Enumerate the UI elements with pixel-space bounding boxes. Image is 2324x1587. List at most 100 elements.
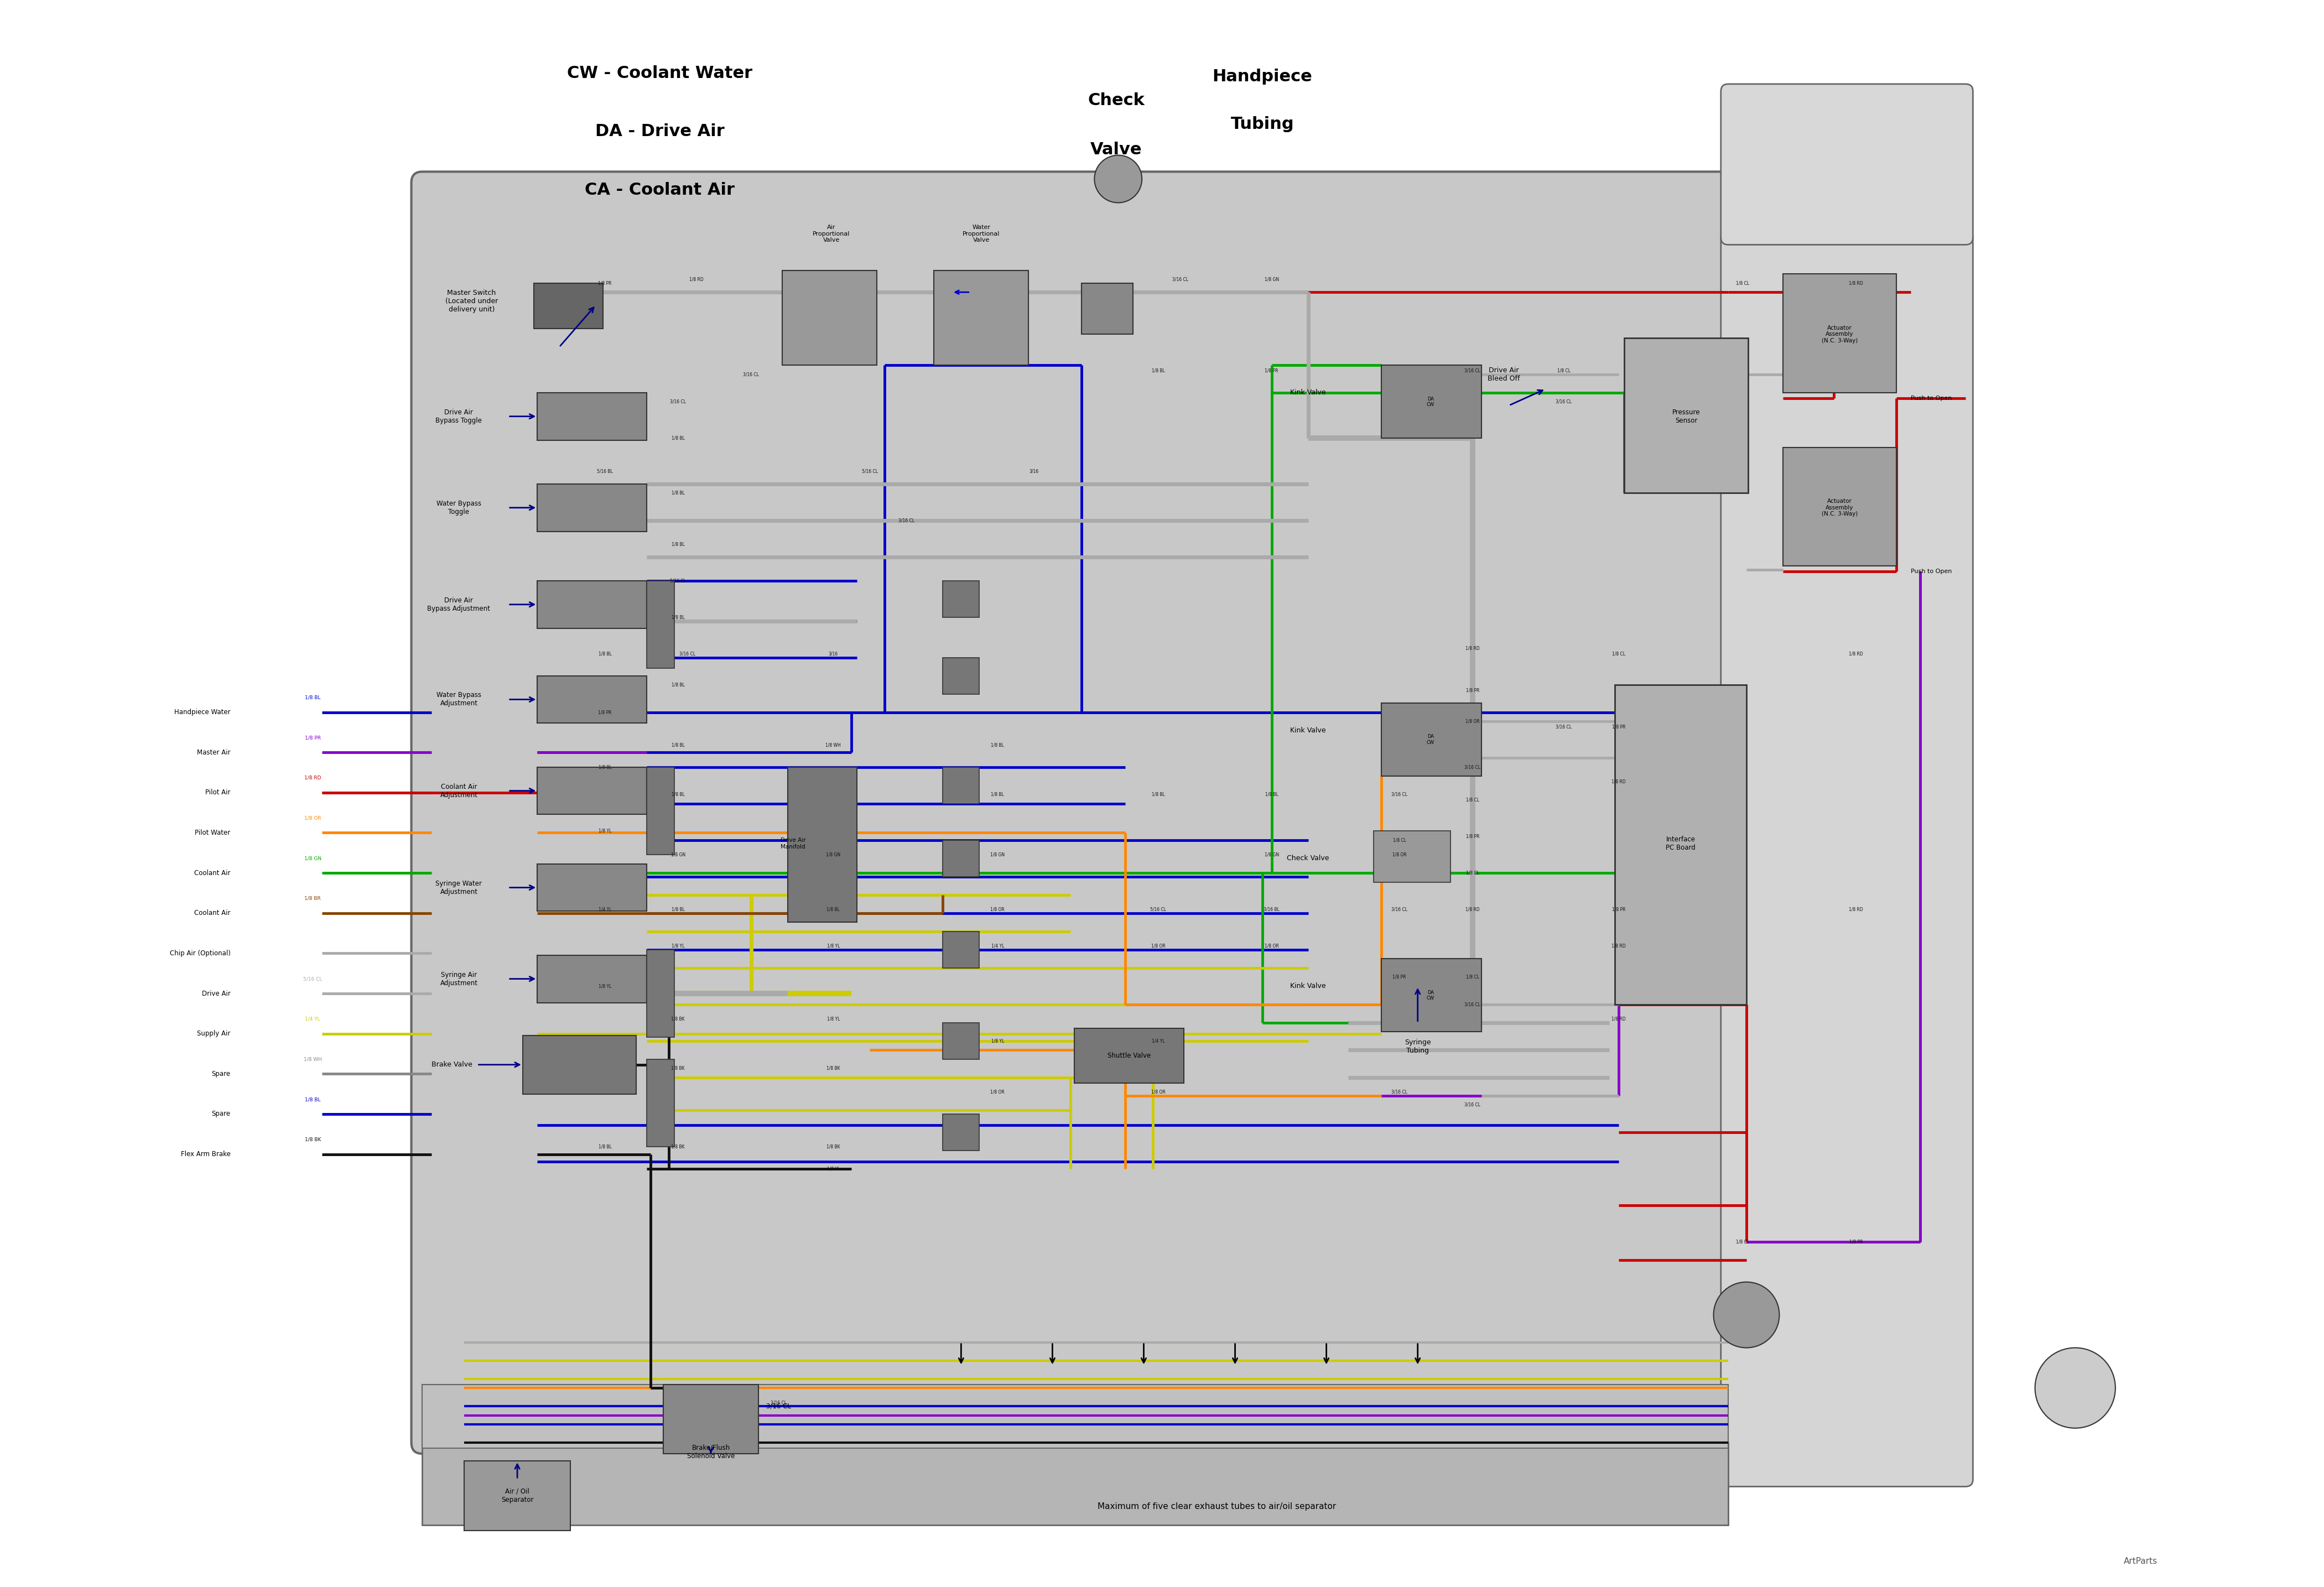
- Bar: [646, 949, 674, 1038]
- Bar: [646, 767, 674, 855]
- Text: Kink Valve: Kink Valve: [1290, 982, 1327, 990]
- Bar: [537, 676, 646, 724]
- Text: 1/8 OR: 1/8 OR: [1150, 1090, 1164, 1095]
- Circle shape: [1095, 156, 1141, 203]
- Text: Push to Open: Push to Open: [1910, 568, 1952, 574]
- Text: Handpiece Water: Handpiece Water: [174, 709, 230, 716]
- Text: 1/8 BL: 1/8 BL: [1153, 792, 1164, 797]
- Text: 1/8 BK: 1/8 BK: [672, 1066, 686, 1071]
- Text: 1/8 RD: 1/8 RD: [1850, 908, 1864, 913]
- Bar: [788, 767, 858, 922]
- Text: Syringe Water
Adjustment: Syringe Water Adjustment: [435, 879, 481, 895]
- Text: 1/8 BK: 1/8 BK: [827, 1144, 839, 1149]
- Text: Kink Valve: Kink Valve: [1290, 389, 1327, 397]
- Text: 1/4 YL: 1/4 YL: [304, 1017, 321, 1022]
- Text: 1/8 RD: 1/8 RD: [1850, 651, 1864, 657]
- Bar: [423, 1443, 1729, 1525]
- Text: 3/16: 3/16: [1030, 468, 1039, 473]
- Text: 1/8 BL: 1/8 BL: [672, 490, 686, 495]
- Text: 1/8 BL: 1/8 BL: [1264, 792, 1278, 797]
- Text: 3/16 CL: 3/16 CL: [1464, 1103, 1480, 1108]
- Text: 1/8 PR: 1/8 PR: [1466, 687, 1480, 694]
- Text: 5/16 CL: 5/16 CL: [669, 578, 686, 584]
- Text: 1/8 OR: 1/8 OR: [1392, 852, 1406, 857]
- Text: Spare: Spare: [211, 1070, 230, 1078]
- Text: 3/16 CL: 3/16 CL: [1171, 276, 1188, 282]
- Text: Coolant Air: Coolant Air: [195, 909, 230, 917]
- Text: 1/8 OR: 1/8 OR: [304, 816, 321, 820]
- Bar: [537, 392, 646, 440]
- FancyBboxPatch shape: [1720, 84, 1973, 244]
- Text: 1/8 PR: 1/8 PR: [1264, 368, 1278, 373]
- Bar: [934, 270, 1030, 365]
- Text: Interface
PC Board: Interface PC Board: [1666, 836, 1697, 852]
- Text: 1/8 BL: 1/8 BL: [990, 743, 1004, 747]
- Text: 1/8 YL: 1/8 YL: [672, 944, 686, 949]
- Text: 1/8 CL: 1/8 CL: [1557, 368, 1571, 373]
- Bar: [535, 282, 604, 329]
- Text: 1/8 CL: 1/8 CL: [1736, 1239, 1750, 1244]
- Text: 1/8 BL: 1/8 BL: [672, 743, 686, 747]
- Text: Brake/Flush
Solenoid Valve: Brake/Flush Solenoid Valve: [688, 1444, 734, 1460]
- Text: 1/8 RD: 1/8 RD: [1611, 779, 1627, 784]
- Text: 1/8 PR: 1/8 PR: [597, 709, 611, 714]
- Bar: [944, 840, 978, 876]
- Text: Drive Air
Bypass Toggle: Drive Air Bypass Toggle: [435, 408, 481, 424]
- Bar: [944, 932, 978, 968]
- Text: Actuator
Assembly
(N.C. 3-Way): Actuator Assembly (N.C. 3-Way): [1822, 325, 1857, 343]
- Text: 3/16 CL: 3/16 CL: [679, 651, 695, 657]
- Text: 1/8 WH: 1/8 WH: [825, 743, 841, 747]
- Bar: [537, 581, 646, 628]
- Text: 1/8 BK: 1/8 BK: [672, 1017, 686, 1022]
- Text: Master Air: Master Air: [198, 749, 230, 755]
- Text: Coolant Air
Adjustment: Coolant Air Adjustment: [439, 782, 479, 798]
- Text: CW - Coolant Water: CW - Coolant Water: [567, 65, 753, 81]
- Bar: [1373, 832, 1450, 882]
- Text: 3/16 CL: 3/16 CL: [767, 1403, 790, 1409]
- Bar: [423, 1384, 1729, 1449]
- Text: 1/8 BL: 1/8 BL: [304, 1097, 321, 1101]
- Text: Valve: Valve: [1090, 141, 1141, 157]
- Text: 3/16 CL: 3/16 CL: [1464, 765, 1480, 770]
- Text: 5/16 CL: 5/16 CL: [1150, 908, 1167, 913]
- Text: 1/8 CL: 1/8 CL: [1613, 651, 1624, 657]
- Bar: [944, 581, 978, 617]
- Bar: [1380, 703, 1483, 776]
- Text: 3/16 CL: 3/16 CL: [1464, 368, 1480, 373]
- Text: 1/8 BK: 1/8 BK: [827, 1066, 839, 1071]
- Text: 1/4 YL: 1/4 YL: [1153, 1038, 1164, 1043]
- Text: 3/16 CL: 3/16 CL: [1555, 724, 1571, 730]
- Bar: [537, 767, 646, 814]
- Text: 3/16: 3/16: [830, 651, 839, 657]
- Text: 1/8 BL: 1/8 BL: [672, 541, 686, 546]
- Text: 1/8 OR: 1/8 OR: [1150, 944, 1164, 949]
- Text: 1/8 BK: 1/8 BK: [304, 1136, 321, 1143]
- Text: 1/8 RD: 1/8 RD: [1611, 944, 1627, 949]
- Text: 1/8 PR: 1/8 PR: [1392, 974, 1406, 979]
- Text: 1/8 YL: 1/8 YL: [600, 828, 611, 833]
- Bar: [944, 1022, 978, 1059]
- FancyBboxPatch shape: [1720, 230, 1973, 1487]
- Text: 1/8 BL: 1/8 BL: [990, 792, 1004, 797]
- Text: 5/16 CL: 5/16 CL: [302, 976, 323, 981]
- Bar: [537, 955, 646, 1003]
- Text: 1/8 YL: 1/8 YL: [990, 1038, 1004, 1043]
- Text: Drive Air
Manifold: Drive Air Manifold: [781, 838, 806, 849]
- Text: Flex Arm Brake: Flex Arm Brake: [181, 1151, 230, 1159]
- Text: 1/8 OR: 1/8 OR: [990, 1090, 1004, 1095]
- Text: Shuttle Valve: Shuttle Valve: [1109, 1052, 1150, 1059]
- Text: Kink Valve: Kink Valve: [1290, 727, 1327, 735]
- Text: 3/16 CL: 3/16 CL: [772, 1400, 786, 1404]
- Text: Coolant Air: Coolant Air: [195, 870, 230, 876]
- Text: Check: Check: [1088, 92, 1146, 108]
- Text: Air / Oil
Separator: Air / Oil Separator: [502, 1489, 535, 1503]
- Text: Actuator
Assembly
(N.C. 3-Way): Actuator Assembly (N.C. 3-Way): [1822, 498, 1857, 517]
- Text: 1/8 RD: 1/8 RD: [1466, 646, 1480, 651]
- Text: Water
Proportional
Valve: Water Proportional Valve: [962, 225, 999, 243]
- Text: Check Valve: Check Valve: [1287, 855, 1329, 862]
- Text: 1/8 BL: 1/8 BL: [597, 1144, 611, 1149]
- Circle shape: [2036, 1347, 2115, 1428]
- Bar: [1081, 282, 1132, 335]
- Text: 1/8 RD: 1/8 RD: [304, 776, 321, 781]
- Bar: [646, 1059, 674, 1147]
